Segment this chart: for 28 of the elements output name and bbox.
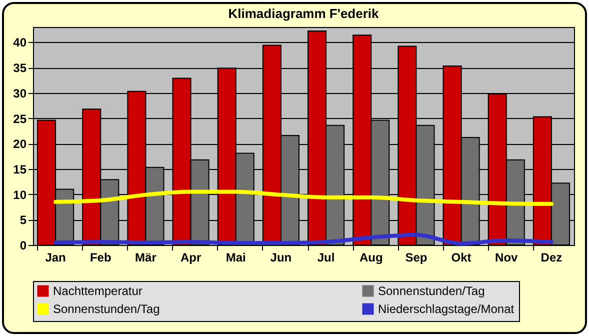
y-tick-label: 40 — [13, 36, 27, 50]
chart-title: Klimadiagramm F'ederik — [228, 6, 380, 21]
legend-label: Nachttemperatur — [53, 284, 142, 298]
y-tick-label: 10 — [13, 188, 27, 202]
x-tick-label: Jun — [270, 250, 292, 264]
y-tick-label: 35 — [13, 61, 27, 76]
x-tick-label: Sep — [405, 250, 428, 264]
legend-label: Sonnenstunden/Tag — [53, 302, 160, 316]
y-tick-label: 15 — [13, 162, 27, 176]
legend-label: Niederschlagstage/Monat — [378, 302, 515, 316]
x-tick-label: Jan — [45, 250, 66, 264]
y-tick-label: 5 — [20, 213, 27, 228]
line-series — [54, 232, 554, 246]
x-tick-label: Aug — [359, 250, 383, 264]
x-tick-label: Feb — [90, 250, 112, 264]
x-tick-label: Mär — [135, 250, 157, 264]
y-tick-label: 30 — [13, 86, 27, 100]
line-series — [54, 190, 554, 206]
y-tick-label: 25 — [13, 112, 27, 126]
y-tick-label: 0 — [20, 238, 27, 252]
legend-label: Sonnenstunden/Tag — [378, 284, 485, 298]
x-tick-label: Mai — [226, 250, 246, 264]
y-tick-label: 20 — [13, 137, 27, 152]
x-tick-label: Apr — [180, 250, 202, 264]
x-tick-label: Dez — [540, 250, 562, 264]
x-tick-label: Okt — [451, 250, 472, 264]
x-tick-label: Jul — [317, 250, 335, 264]
x-tick-label: Nov — [495, 250, 518, 264]
